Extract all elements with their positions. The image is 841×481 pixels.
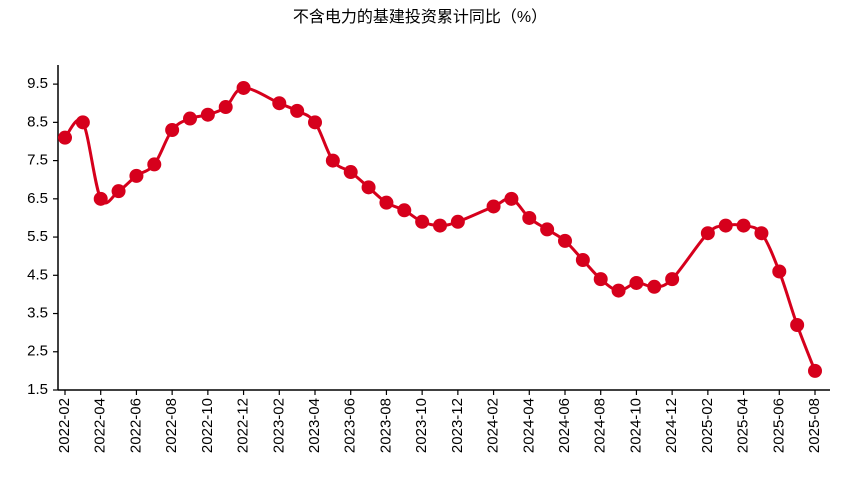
marker (236, 80, 251, 95)
x-tick-label: 2025-06 (770, 398, 787, 453)
marker (450, 214, 465, 229)
marker (75, 115, 90, 130)
y-tick-label: 7.5 (27, 152, 48, 169)
marker (379, 195, 394, 210)
x-tick-label: 2023-04 (306, 398, 323, 453)
marker (93, 191, 108, 206)
y-tick-label: 5.5 (27, 228, 48, 245)
marker (647, 279, 662, 294)
x-tick-label: 2025-08 (806, 398, 823, 453)
marker (736, 218, 751, 233)
marker (808, 363, 822, 378)
marker (111, 184, 126, 199)
x-tick-label: 2024-12 (663, 398, 680, 453)
y-tick-label: 4.5 (27, 266, 48, 283)
marker (343, 165, 358, 180)
marker (665, 272, 680, 287)
y-tick-label: 9.5 (27, 75, 48, 92)
y-tick-label: 2.5 (27, 343, 48, 360)
marker (593, 272, 608, 287)
x-tick-label: 2022-08 (163, 398, 180, 453)
marker (397, 203, 412, 218)
marker (183, 111, 197, 126)
marker (415, 214, 430, 229)
x-tick-label: 2023-08 (377, 398, 394, 453)
marker (129, 168, 144, 183)
x-tick-label: 2024-04 (520, 398, 537, 453)
x-tick-label: 2022-12 (235, 398, 252, 453)
marker (218, 100, 233, 115)
marker (486, 199, 501, 214)
marker (772, 264, 787, 279)
marker (629, 275, 644, 290)
marker (272, 96, 287, 111)
marker (433, 218, 447, 233)
chart-title: 不含电力的基建投资累计同比（%） (293, 8, 547, 26)
marker (58, 130, 72, 145)
marker (504, 191, 519, 206)
marker (361, 180, 376, 195)
marker (540, 222, 555, 237)
x-tick-label: 2024-08 (592, 398, 609, 453)
x-tick-label: 2022-02 (56, 398, 73, 453)
x-tick-label: 2024-06 (556, 398, 573, 453)
x-tick-label: 2025-04 (735, 398, 752, 453)
marker (558, 233, 572, 248)
y-tick-label: 6.5 (27, 190, 48, 207)
x-tick-label: 2023-02 (270, 398, 287, 453)
x-tick-label: 2025-02 (699, 398, 716, 453)
marker (200, 107, 215, 122)
marker (790, 318, 805, 332)
y-tick-label: 8.5 (27, 113, 48, 130)
line (63, 86, 817, 372)
marker (575, 253, 590, 267)
x-tick-label: 2022-10 (199, 398, 216, 453)
x-tick-label: 2024-02 (485, 398, 502, 453)
marker (290, 103, 305, 118)
x-tick-label: 2024-10 (627, 398, 644, 453)
marker (611, 283, 626, 298)
marker (147, 157, 162, 172)
y-tick-label: 3.5 (27, 304, 48, 321)
x-tick-label: 2023-12 (449, 398, 466, 453)
marker (308, 115, 322, 130)
marker (718, 218, 733, 233)
marker (522, 210, 537, 225)
marker (754, 226, 769, 241)
x-tick-label: 2023-06 (342, 398, 359, 453)
x-tick-label: 2022-06 (127, 398, 144, 453)
marker (325, 153, 340, 168)
x-tick-label: 2022-04 (92, 398, 109, 453)
y-tick-label: 1.5 (27, 381, 48, 398)
marker (165, 123, 180, 137)
marker (700, 226, 715, 241)
x-tick-label: 2023-10 (413, 398, 430, 453)
